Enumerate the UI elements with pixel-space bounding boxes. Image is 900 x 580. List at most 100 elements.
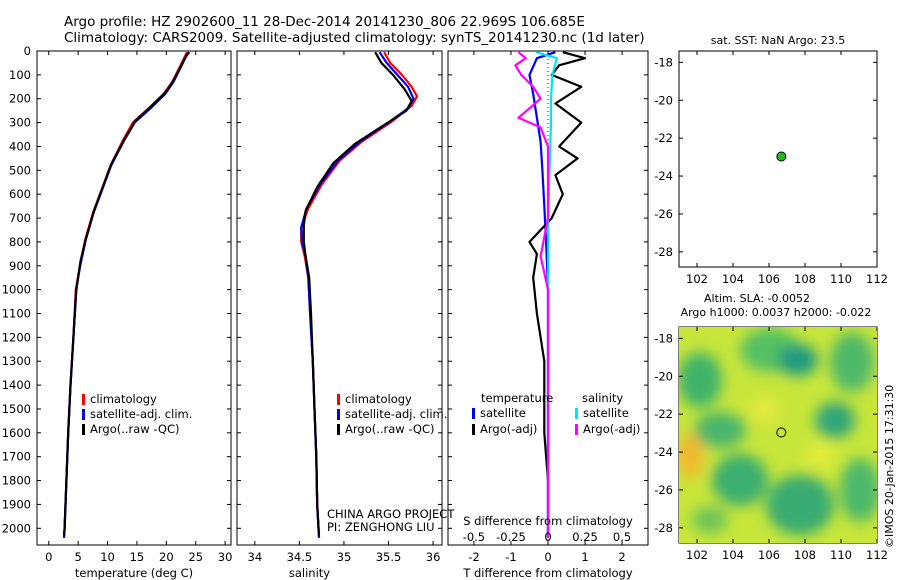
x-tick-label-1: 0	[45, 550, 52, 564]
x-tick-label-1: 5	[74, 550, 81, 564]
depth-tick-label: 100	[9, 68, 31, 82]
legend-label-group-2: Argo(-adj)	[583, 422, 640, 436]
map-title-sst: sat. SST: NaN Argo: 23.5	[711, 34, 845, 47]
imos-watermark: ©IMOS 20-Jan-2015 17:31:30	[883, 385, 896, 548]
series-satellite-adj-clim-	[300, 51, 415, 538]
legend-swatch	[82, 409, 85, 420]
labels-layer: 0100200300400500600700800900100011001200…	[2, 34, 896, 580]
legend-label-group-2: satellite	[583, 406, 629, 420]
legend-label-2: satellite-adj. clim.	[345, 407, 447, 421]
depth-tick-label: 1300	[2, 354, 31, 368]
map-y-tick-label: -28	[654, 521, 673, 535]
float-location-marker-sla	[776, 427, 787, 438]
x-top-tick-label: 0	[544, 530, 551, 544]
x-tick-label-2: 35	[337, 550, 352, 564]
x-tick-label-3: 2	[618, 550, 625, 564]
legend-label-1: Argo(..raw -QC)	[90, 422, 180, 436]
legend-swatch	[575, 408, 578, 419]
map-x-tick-label: 112	[866, 548, 888, 562]
depth-tick-label: 700	[9, 211, 31, 225]
x-tick-label-1: 25	[188, 550, 203, 564]
x-top-tick-label: 0.5	[613, 530, 631, 544]
map-y-tick-label: -24	[654, 445, 673, 459]
series-salinity-argo-adj-	[514, 51, 550, 538]
depth-tick-label: 900	[9, 259, 31, 273]
map-title-sla-line2: Argo h1000: 0.0037 h2000: -0.022	[681, 306, 872, 319]
series-temperature-argo-adj-	[528, 51, 587, 536]
map-x-tick-label: 104	[722, 548, 744, 562]
map-y-tick-label: -22	[654, 407, 673, 421]
credit-line: CHINA ARGO PROJECT	[327, 507, 455, 521]
legend-heading-temperature: temperature	[481, 391, 553, 405]
map-x-tick-label: 104	[722, 272, 744, 286]
depth-tick-label: 1700	[2, 450, 31, 464]
series-argo-raw-qc-	[302, 51, 413, 536]
map-x-tick-label: 106	[758, 548, 780, 562]
map-x-tick-label: 106	[758, 272, 780, 286]
legend-label-2: Argo(..raw -QC)	[345, 422, 435, 436]
x-tick-label-2: 36	[426, 550, 441, 564]
map-y-tick-label: -18	[654, 55, 673, 69]
x-tick-label-3: 1	[581, 550, 588, 564]
map-x-tick-label: 108	[794, 272, 816, 286]
depth-tick-label: 200	[9, 92, 31, 106]
x-tick-label-1: 10	[100, 550, 115, 564]
series-layer	[62, 51, 787, 538]
depth-tick-label: 1900	[2, 497, 31, 511]
depth-tick-label: 500	[9, 163, 31, 177]
map-x-tick-label: 102	[686, 548, 708, 562]
depth-tick-label: 1200	[2, 330, 31, 344]
depth-tick-label: 800	[9, 235, 31, 249]
x-tick-label-2: 35.5	[376, 550, 402, 564]
x-tick-label-3: -1	[505, 550, 516, 564]
legend-swatch	[337, 424, 340, 435]
sla-heatmap	[679, 327, 877, 543]
depth-tick-label: 600	[9, 187, 31, 201]
map-y-tick-label: -18	[654, 331, 673, 345]
legend-label-group-1: Argo(-adj)	[480, 422, 537, 436]
chart-title-line2: Climatology: CARS2009. Satellite-adjuste…	[64, 30, 645, 46]
map-x-tick-label: 112	[866, 272, 888, 286]
axis-ticks	[37, 50, 878, 545]
x-tick-label-3: 0	[544, 550, 551, 564]
series-climatology	[300, 51, 419, 538]
chart-title-line1: Argo profile: HZ 2902600_11 28-Dec-2014 …	[64, 14, 585, 30]
profile-panel-frame-1	[36, 50, 232, 546]
map-y-tick-label: -28	[654, 245, 673, 259]
x-axis-label-t-diff: T difference from climatology	[462, 566, 633, 580]
legend-swatch	[337, 394, 340, 405]
float-location-marker	[776, 151, 787, 162]
legend-label-1: climatology	[90, 392, 157, 406]
x-axis-label-temperature: temperature (deg C)	[75, 566, 193, 580]
legend-label-group-1: satellite	[480, 406, 526, 420]
depth-tick-label: 300	[9, 116, 31, 130]
depth-tick-label: 1400	[2, 378, 31, 392]
depth-tick-label: 0	[24, 44, 31, 58]
x-top-tick-label: -0.25	[496, 530, 526, 544]
depth-tick-label: 1100	[2, 307, 31, 321]
legend-swatch	[472, 408, 475, 419]
depth-tick-label: 1000	[2, 283, 31, 297]
depth-tick-label: 2000	[2, 521, 31, 535]
map-y-tick-label: -26	[654, 207, 673, 221]
map-x-tick-label: 102	[686, 272, 708, 286]
depth-tick-label: 1800	[2, 474, 31, 488]
x-tick-label-1: 15	[130, 550, 145, 564]
depth-tick-label: 1600	[2, 426, 31, 440]
legend-label-1: satellite-adj. clim.	[90, 407, 192, 421]
map-y-tick-label: -26	[654, 483, 673, 497]
x-tick-label-1: 30	[218, 550, 233, 564]
legend-heading-salinity: salinity	[582, 391, 623, 405]
series-satellite-adj-clim-	[62, 51, 190, 538]
credit-line: PI: ZENGHONG LIU	[327, 520, 435, 534]
x-axis-label-s-diff: S difference from climatology	[463, 514, 633, 528]
legend-swatch	[82, 394, 85, 405]
legend-swatch	[82, 424, 85, 435]
depth-tick-label: 400	[9, 139, 31, 153]
x-tick-label-3: -2	[468, 550, 479, 564]
x-top-tick-label: 0.25	[572, 530, 598, 544]
depth-tick-label: 1500	[2, 402, 31, 416]
map-title-sla-line1: Altim. SLA: -0.0052	[704, 292, 810, 305]
map-x-tick-label: 110	[830, 272, 852, 286]
